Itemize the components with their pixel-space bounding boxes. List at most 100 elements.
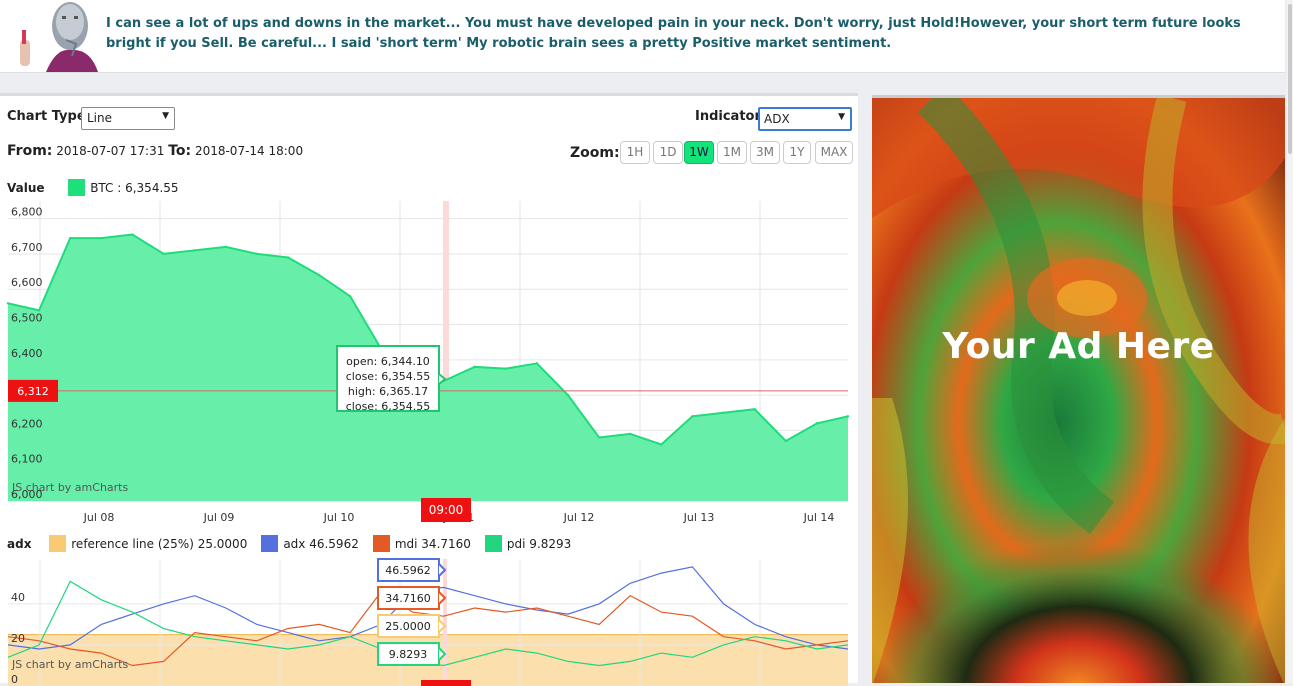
zoom-button-1d[interactable]: 1D bbox=[653, 141, 683, 164]
y-tick-label: 6,400 bbox=[11, 347, 43, 360]
btc-point bbox=[722, 411, 725, 414]
adx-tooltip-pointer bbox=[438, 619, 447, 633]
adx-chart[interactable]: 0 20 40 JS chart by amCharts 46.5962 34.7160 2… bbox=[0, 554, 858, 686]
adx-tooltip-text: 25.0000 bbox=[385, 620, 431, 633]
legend-swatch-0 bbox=[49, 535, 67, 552]
legend-swatch-1 bbox=[261, 535, 279, 552]
indicator-select[interactable]: ADX ▼ bbox=[758, 107, 852, 131]
btc-point bbox=[504, 367, 507, 370]
zoom-label: Zoom: bbox=[570, 145, 620, 161]
ad-banner[interactable]: Your Ad Here bbox=[872, 95, 1285, 683]
btc-point bbox=[224, 245, 227, 249]
x-tick-label: Jul 10 bbox=[323, 511, 355, 524]
adx-tooltip-pointer bbox=[438, 591, 447, 605]
btc-point bbox=[349, 295, 352, 298]
indicator-label: Indicator: bbox=[695, 109, 767, 124]
legend-entry-3[interactable]: pdi 9.8293 bbox=[506, 537, 572, 551]
chart-type-label: Chart Type: bbox=[7, 109, 91, 124]
x-tick-label: Jul 08 bbox=[83, 511, 115, 524]
from-value: 2018-07-07 17:31 bbox=[56, 144, 165, 158]
tooltip-line: close: 6,354.55 bbox=[346, 400, 431, 413]
adx-tooltip-pointer bbox=[438, 647, 447, 661]
tooltip-line: high: 6,365.17 bbox=[348, 385, 428, 398]
zoom-button-1y[interactable]: 1Y bbox=[783, 141, 811, 164]
cursor-line bbox=[443, 201, 449, 501]
price-tooltip-pointer bbox=[438, 373, 447, 385]
legend-entry-1[interactable]: adx 46.5962 bbox=[283, 537, 359, 551]
amcharts-credit[interactable]: JS chart by amCharts bbox=[11, 481, 128, 494]
btc-point bbox=[162, 252, 165, 256]
price-tooltip bbox=[336, 345, 440, 412]
y-tick-label: 20 bbox=[11, 632, 25, 645]
y-tick-label: 6,000 bbox=[11, 488, 43, 501]
zoom-button-3m[interactable]: 3M bbox=[750, 141, 780, 164]
cursor-value: 6,312 bbox=[17, 385, 49, 398]
btc-point bbox=[660, 443, 663, 446]
btc-point bbox=[286, 256, 290, 259]
x-tick-label: Jul 09 bbox=[203, 511, 235, 524]
btc-point bbox=[691, 415, 694, 418]
btc-point bbox=[131, 233, 134, 236]
tooltip-line: close: 6,354.55 bbox=[346, 370, 431, 383]
btc-point bbox=[535, 362, 539, 365]
btc-point bbox=[629, 432, 632, 436]
sentiment-message: I can see a lot of ups and downs in the … bbox=[106, 16, 1241, 51]
legend-swatch-3 bbox=[484, 535, 502, 552]
chevron-down-icon: ▼ bbox=[838, 112, 845, 122]
x-tick-label: Jul 14 bbox=[803, 511, 835, 524]
date-range: From: 2018-07-07 17:31 To: 2018-07-14 18… bbox=[7, 143, 303, 159]
x-tick-label: Jul 13 bbox=[683, 511, 715, 524]
zoom-button-group: 1H 1D 1W 1M 3M 1Y MAX bbox=[620, 141, 853, 165]
btc-point bbox=[784, 439, 787, 443]
btc-point bbox=[255, 252, 259, 256]
tooltip-line: open: 6,344.10 bbox=[346, 355, 430, 368]
value-label: Value bbox=[7, 181, 45, 195]
adx-title: adx bbox=[7, 537, 32, 551]
btc-point bbox=[597, 436, 601, 439]
legend-btc-label[interactable]: BTC : 6,354.55 bbox=[90, 181, 179, 195]
zoom-button-max[interactable]: MAX bbox=[815, 141, 853, 164]
btc-point bbox=[69, 236, 72, 240]
from-label: From: bbox=[7, 143, 53, 159]
zoom-button-1w[interactable]: 1W bbox=[684, 141, 714, 164]
ad-background-image bbox=[872, 98, 1285, 683]
y-tick-label: 40 bbox=[11, 591, 25, 604]
cursor-value-badge bbox=[8, 379, 58, 402]
price-chart[interactable]: 6,0006,1006,2006,3006,4006,5006,6006,700… bbox=[0, 196, 858, 526]
y-tick-label: 6,600 bbox=[11, 276, 43, 289]
adx-tooltip-pointer bbox=[438, 563, 447, 577]
robot-avatar bbox=[6, 0, 100, 72]
y-tick-label: 6,100 bbox=[11, 453, 43, 466]
btc-point bbox=[193, 249, 196, 252]
btc-point bbox=[317, 273, 321, 277]
chart-type-value: Line bbox=[87, 111, 113, 125]
adx-tooltip-text: 46.5962 bbox=[385, 564, 431, 577]
btc-point bbox=[846, 415, 850, 418]
amcharts-credit[interactable]: JS chart by amCharts bbox=[11, 658, 128, 671]
legend-entry-2[interactable]: mdi 34.7160 bbox=[394, 537, 471, 551]
btc-point bbox=[753, 408, 756, 411]
adx-legend: adx reference line (25%) 25.0000 adx 46.5… bbox=[7, 535, 585, 552]
btc-point bbox=[37, 309, 41, 312]
chart-type-select[interactable]: Line ▼ bbox=[81, 107, 175, 130]
page-scrollbar-thumb[interactable] bbox=[1288, 4, 1292, 154]
to-value: 2018-07-14 18:00 bbox=[194, 144, 304, 158]
indicator-value: ADX bbox=[764, 112, 790, 126]
btc-point bbox=[100, 236, 103, 240]
btc-point bbox=[566, 393, 570, 397]
legend-swatch-2 bbox=[372, 535, 390, 552]
ad-text: Your Ad Here bbox=[942, 326, 1215, 367]
adx-tooltip-text: 9.8293 bbox=[389, 648, 428, 661]
cursor-time-badge bbox=[421, 498, 471, 522]
btc-point bbox=[6, 302, 10, 305]
y-tick-label: 6,800 bbox=[11, 206, 43, 219]
btc-point bbox=[815, 422, 819, 425]
to-label: To: bbox=[168, 143, 192, 159]
zoom-button-1m[interactable]: 1M bbox=[717, 141, 747, 164]
y-tick-label: 6,700 bbox=[11, 241, 43, 254]
adx-tooltip-text: 34.7160 bbox=[385, 592, 431, 605]
zoom-button-1h[interactable]: 1H bbox=[620, 141, 650, 164]
legend-entry-0[interactable]: reference line (25%) 25.0000 bbox=[71, 537, 248, 551]
btc-point bbox=[473, 365, 476, 369]
page-scrollbar[interactable] bbox=[1287, 0, 1293, 683]
